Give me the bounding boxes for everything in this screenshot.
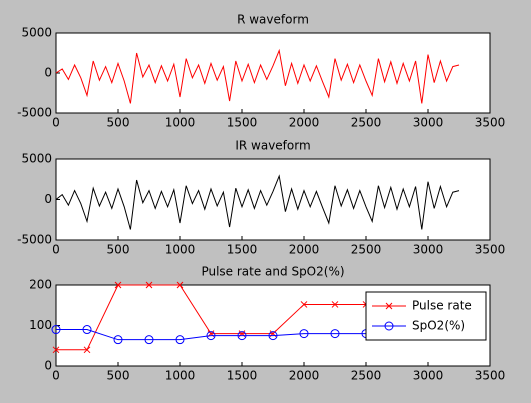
x-tick-label: 3000 bbox=[413, 369, 444, 383]
legend-marker bbox=[385, 302, 393, 310]
marker bbox=[52, 346, 60, 354]
y-tick-label: 5000 bbox=[21, 152, 52, 166]
data-line bbox=[55, 48, 460, 104]
chart-title: IR waveform bbox=[235, 139, 310, 153]
marker bbox=[145, 281, 153, 289]
x-tick-label: 2500 bbox=[351, 369, 382, 383]
legend-label: Pulse rate bbox=[412, 299, 472, 313]
data-line bbox=[56, 329, 366, 341]
x-tick-label: 500 bbox=[107, 369, 130, 383]
x-tick-label: 3500 bbox=[475, 369, 506, 383]
x-tick-label: 0 bbox=[52, 116, 60, 130]
x-tick-label: 0 bbox=[52, 243, 60, 257]
marker bbox=[83, 346, 91, 354]
legend-marker bbox=[384, 321, 394, 331]
marker bbox=[175, 335, 185, 345]
x-tick-label: 500 bbox=[107, 243, 130, 257]
chart-title: R waveform bbox=[237, 13, 309, 27]
y-tick-label: -5000 bbox=[17, 106, 52, 120]
x-tick-label: 500 bbox=[107, 116, 130, 130]
x-tick-label: 1500 bbox=[227, 369, 258, 383]
marker bbox=[300, 301, 308, 308]
y-tick-label: 0 bbox=[44, 359, 52, 373]
marker bbox=[82, 325, 92, 335]
y-tick-label: 0 bbox=[44, 192, 52, 206]
x-tick-label: 1000 bbox=[165, 243, 196, 257]
y-tick-label: 100 bbox=[29, 318, 52, 332]
marker bbox=[331, 301, 339, 308]
x-tick-label: 3500 bbox=[475, 243, 506, 257]
x-tick-label: 1500 bbox=[227, 243, 258, 257]
marker bbox=[237, 331, 247, 341]
x-tick-label: 2000 bbox=[289, 369, 320, 383]
marker bbox=[206, 331, 216, 341]
y-tick-label: 5000 bbox=[21, 26, 52, 40]
y-tick-label: 200 bbox=[29, 278, 52, 292]
legend-label: SpO2(%) bbox=[412, 319, 465, 333]
marker bbox=[330, 329, 340, 339]
data-line bbox=[55, 174, 460, 230]
x-tick-label: 3000 bbox=[413, 243, 444, 257]
x-tick-label: 3500 bbox=[475, 116, 506, 130]
x-tick-label: 2000 bbox=[289, 243, 320, 257]
x-tick-label: 0 bbox=[52, 369, 60, 383]
marker bbox=[268, 331, 278, 341]
marker bbox=[144, 335, 154, 345]
axes bbox=[55, 158, 491, 241]
chart-title: Pulse rate and SpO2(%) bbox=[201, 265, 344, 279]
x-tick-label: 2000 bbox=[289, 116, 320, 130]
marker bbox=[114, 281, 122, 289]
y-tick-label: 0 bbox=[44, 66, 52, 80]
marker bbox=[51, 325, 61, 335]
x-tick-label: 3000 bbox=[413, 116, 444, 130]
x-tick-label: 1000 bbox=[165, 369, 196, 383]
y-tick-label: -5000 bbox=[17, 233, 52, 247]
legend bbox=[365, 291, 487, 341]
x-tick-label: 2500 bbox=[351, 116, 382, 130]
marker bbox=[113, 335, 123, 345]
marker bbox=[299, 329, 309, 339]
marker bbox=[176, 281, 184, 289]
x-tick-label: 1500 bbox=[227, 116, 258, 130]
x-tick-label: 2500 bbox=[351, 243, 382, 257]
x-tick-label: 1000 bbox=[165, 116, 196, 130]
